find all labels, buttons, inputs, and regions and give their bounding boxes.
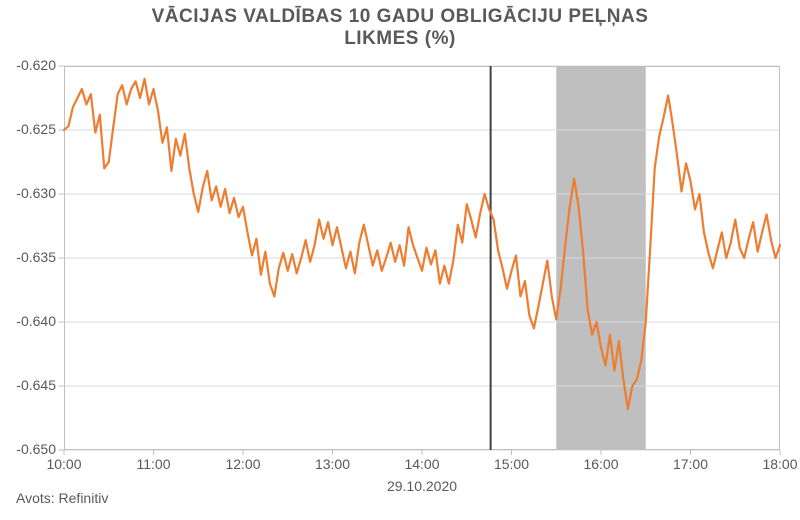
y-tick-label: -0.635 <box>16 249 56 265</box>
line-chart <box>64 66 780 450</box>
x-tick-label: 11:00 <box>134 456 174 472</box>
x-tick-label: 10:00 <box>44 456 84 472</box>
source-label: Avots: Refinitiv <box>16 490 108 506</box>
y-tick-label: -0.650 <box>16 441 56 457</box>
x-tick-label: 13:00 <box>313 456 353 472</box>
y-tick-label: -0.630 <box>16 185 56 201</box>
x-tick-label: 15:00 <box>492 456 532 472</box>
x-axis-date-label: 29.10.2020 <box>372 478 472 494</box>
x-tick-label: 14:00 <box>402 456 442 472</box>
chart-title-line1: VĀCIJAS VALDĪBAS 10 GADU OBLIGĀCIJU PEĻŅ… <box>20 6 780 28</box>
y-tick-label: -0.625 <box>16 121 56 137</box>
x-tick-label: 18:00 <box>760 456 800 472</box>
chart-title: VĀCIJAS VALDĪBAS 10 GADU OBLIGĀCIJU PEĻŅ… <box>20 6 780 50</box>
y-tick-label: -0.620 <box>16 57 56 73</box>
chart-title-line2: LIKMES (%) <box>20 28 780 50</box>
y-tick-label: -0.645 <box>16 377 56 393</box>
y-tick-label: -0.640 <box>16 313 56 329</box>
x-tick-label: 16:00 <box>581 456 621 472</box>
x-tick-label: 12:00 <box>223 456 263 472</box>
chart-container: VĀCIJAS VALDĪBAS 10 GADU OBLIGĀCIJU PEĻŅ… <box>0 0 800 520</box>
x-tick-label: 17:00 <box>671 456 711 472</box>
